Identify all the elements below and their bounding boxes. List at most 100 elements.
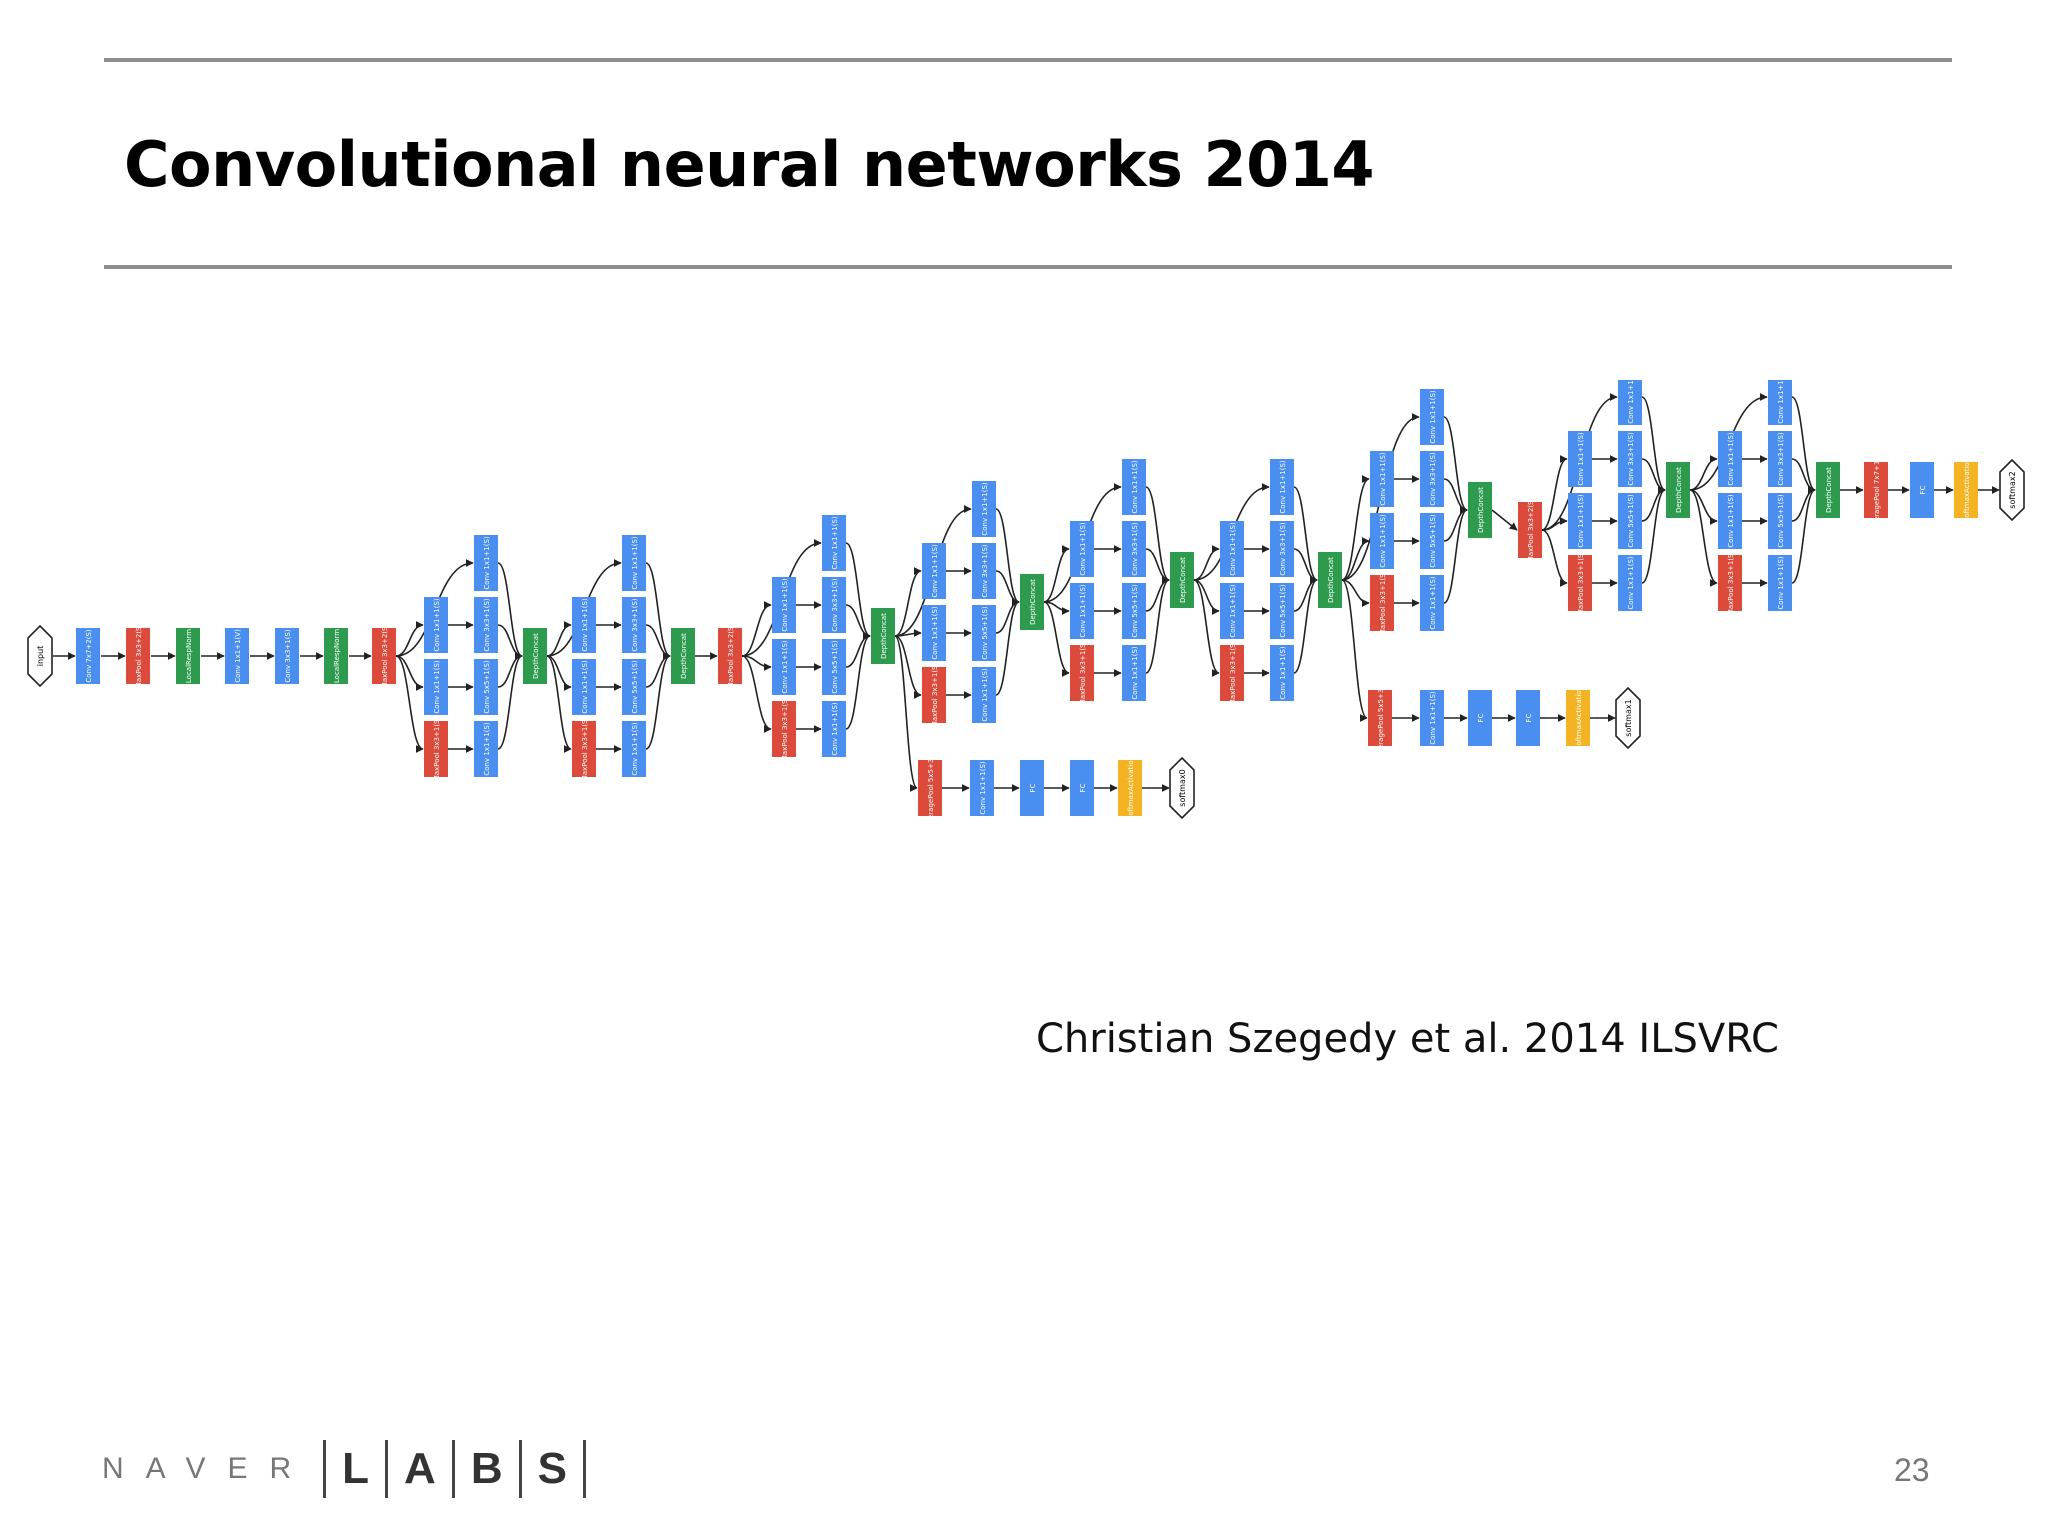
node-label: LocalRespNorm — [333, 629, 341, 683]
node-label: Conv 1x1+1(S) — [1777, 556, 1785, 610]
diagram-edge — [1145, 576, 1170, 674]
logo-divider — [582, 1440, 586, 1498]
conv-node: Conv 3x3+1(S) — [474, 597, 498, 653]
node-label: AveragePool 7x7+1(V) — [1873, 450, 1881, 529]
node-label: MaxPool 3x3+1(S) — [581, 717, 589, 782]
conv-node: Conv 5x5+1(S) — [1270, 583, 1294, 639]
node-label: Conv 1x1+1(S) — [581, 598, 589, 652]
pool-node: MaxPool 3x3+2(S) — [126, 624, 150, 689]
diagram-edge — [1043, 601, 1070, 615]
diagram-edge — [1689, 489, 1718, 587]
conv-node: Conv 1x1+1(S) — [822, 701, 846, 757]
node-label: Conv 1x1+1(V) — [234, 629, 242, 683]
diagram-edge — [1689, 455, 1718, 491]
node-label: Conv 3x3+1(S) — [831, 578, 839, 632]
node-label: Conv 1x1+1(S) — [1429, 691, 1437, 745]
node-label: Conv 5x5+1(S) — [981, 606, 989, 660]
googlenet-architecture-diagram: input Conv 7x7+2(S) MaxPool 3x3+2(S) LocalR… — [27, 380, 2025, 828]
diagram-edge — [1293, 576, 1318, 674]
conv-node: Conv 1x1+1(S) — [1768, 555, 1792, 611]
node-label: MaxPool 3x3+1(S) — [1229, 641, 1237, 706]
logo-divider — [385, 1440, 389, 1498]
node-label: Conv 5x5+1(S) — [483, 660, 491, 714]
concat-node: DepthConcat — [523, 628, 547, 684]
node-label: MaxPool 3x3+2(S) — [381, 624, 389, 689]
node-label: Conv 1x1+1(S) — [631, 536, 639, 590]
node-label: DepthConcat — [1029, 579, 1037, 625]
node-label: Conv 1x1+1(S) — [1379, 514, 1387, 568]
conv-node: Conv 1x1+1(S) — [1270, 645, 1294, 701]
diagram-edge — [1541, 529, 1568, 587]
conv-node: Conv 3x3+1(S) — [1768, 431, 1792, 487]
conv-node: FC — [1468, 690, 1492, 746]
conv-node: Conv 1x1+1(S) — [1718, 431, 1742, 487]
slide-title: Convolutional neural networks 2014 — [124, 128, 1375, 201]
diagram-edge — [894, 635, 918, 792]
pool-node: MaxPool 3x3+1(S) — [1070, 641, 1094, 705]
conv-node: Conv 5x5+1(S) — [474, 659, 498, 715]
node-label: Conv 1x1+1(S) — [781, 640, 789, 694]
node-label: Conv 3x3+1(S) — [1429, 452, 1437, 506]
logo-letter: A — [404, 1444, 436, 1493]
diagram-edge — [497, 652, 523, 750]
diagram-edge — [1791, 486, 1816, 584]
node-label: DepthConcat — [880, 613, 888, 659]
diagram-edge — [1193, 579, 1220, 677]
conv-node: Conv 1x1+1(S) — [1122, 645, 1146, 701]
pool-node: MaxPool 3x3+1(S) — [424, 717, 448, 782]
pool-node: MaxPool 3x3+2(S) — [372, 624, 396, 689]
diagram-edge — [741, 601, 772, 657]
page-number: 23 — [1894, 1452, 1930, 1488]
diagram-edge — [1491, 509, 1518, 531]
node-label: MaxPool 3x3+1(S) — [781, 697, 789, 762]
node-label: Conv 1x1+1(S) — [981, 482, 989, 536]
concat-node: DepthConcat — [1170, 552, 1194, 608]
conv-node: Conv 3x3+1(S) — [1618, 431, 1642, 487]
conv-node: Conv 1x1+1(V) — [225, 628, 249, 684]
diagram-edge — [741, 655, 772, 733]
concat-node: DepthConcat — [1816, 462, 1840, 518]
conv-node: Conv 5x5+1(S) — [972, 605, 996, 661]
conv-node: Conv 1x1+1(S) — [1220, 521, 1244, 577]
node-label: Conv 1x1+1(S) — [1229, 522, 1237, 576]
node-label: FC — [1079, 783, 1087, 792]
node-label: Conv 3x3+1(S) — [284, 629, 292, 683]
conv-node: Conv 1x1+1(S) — [1568, 493, 1592, 549]
node-label: Conv 5x5+1(S) — [1131, 584, 1139, 638]
node-label: DepthConcat — [1675, 467, 1683, 513]
node-label: Conv 1x1+1(S) — [433, 598, 441, 652]
node-label: Conv 3x3+1(S) — [1279, 522, 1287, 576]
node-label: MaxPool 3x3+2(S) — [727, 624, 735, 689]
node-label: MaxPool 3x3+1(S) — [1379, 571, 1387, 636]
node-label: Conv 1x1+1(S) — [1279, 460, 1287, 514]
node-label: Conv 1x1+1(S) — [1379, 452, 1387, 506]
node-label: MaxPool 3x3+1(S) — [433, 717, 441, 782]
concat-node: DepthConcat — [1020, 574, 1044, 630]
conv-node: Conv 1x1+1(S) — [1420, 690, 1444, 746]
node-label: MaxPool 3x3+1(S) — [1577, 551, 1585, 616]
node-label: Conv 1x1+1(S) — [1079, 584, 1087, 638]
softmax-node: SoftmaxActivation — [1118, 756, 1142, 820]
node-label: SoftmaxActivation — [1963, 458, 1971, 522]
node-label: Conv 1x1+1(S) — [781, 578, 789, 632]
pool-node: AveragePool 7x7+1(V) — [1864, 450, 1888, 530]
terminal-node: softmax0 — [1169, 756, 1195, 820]
diagram-edge — [546, 655, 572, 753]
conv-node: Conv 1x1+1(S) — [1718, 493, 1742, 549]
node-label: DepthConcat — [532, 633, 540, 679]
node-label: Conv 1x1+1(S) — [483, 722, 491, 776]
pool-node: MaxPool 3x3+1(S) — [1718, 551, 1742, 615]
conv-node: Conv 1x1+1(S) — [622, 721, 646, 777]
node-label: Conv 1x1+1(S) — [981, 668, 989, 722]
logo-letter: S — [537, 1444, 567, 1493]
node-label: SoftmaxActivation — [1575, 686, 1583, 750]
conv-node: Conv 5x5+1(S) — [1122, 583, 1146, 639]
node-label: MaxPool 3x3+2(S) — [135, 624, 143, 689]
node-label: Conv 5x5+1(S) — [1279, 584, 1287, 638]
node-label: FC — [1477, 713, 1485, 722]
naver-labs-logo: NAVER L A B S — [102, 1438, 596, 1500]
conv-node: Conv 1x1+1(S) — [1420, 389, 1444, 445]
node-label: Conv 1x1+1(S) — [1429, 576, 1437, 630]
terminal-node: softmax2 — [1999, 458, 2025, 522]
node-label: Conv 7x7+2(S) — [85, 629, 93, 683]
